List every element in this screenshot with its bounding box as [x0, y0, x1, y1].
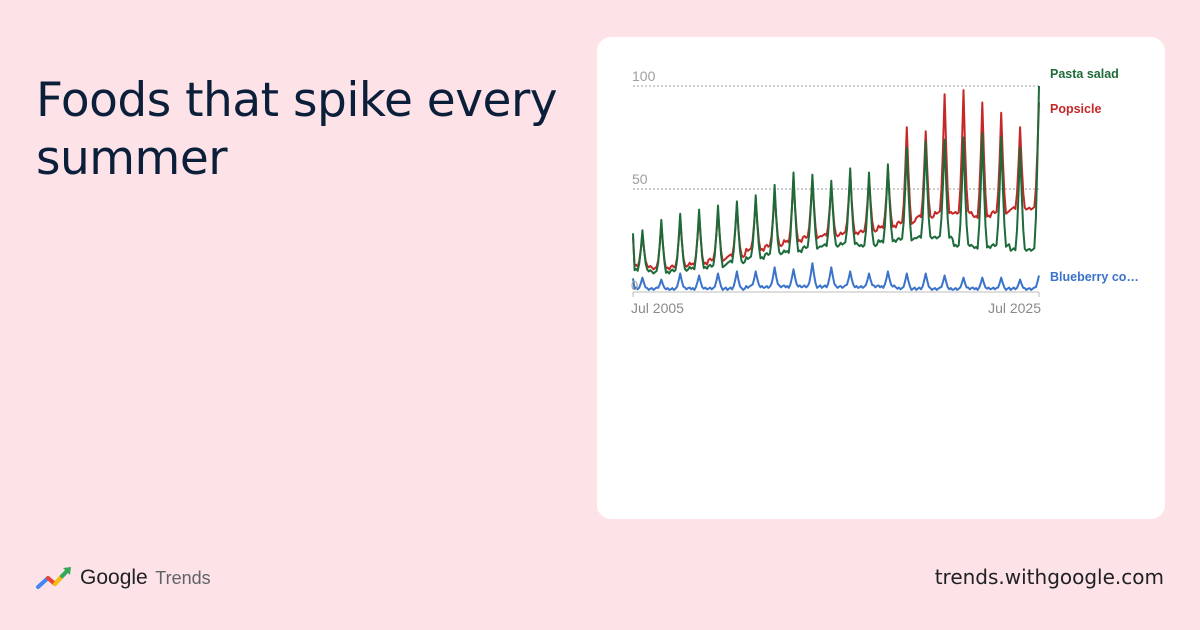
- y-tick-label: 50: [632, 171, 648, 187]
- legend-label: Popsicle: [1050, 102, 1101, 116]
- series-line-blueberry-cobbler: [632, 262, 1040, 291]
- headline: Foods that spike every summer: [36, 73, 558, 186]
- google-trends-logo: Google Trends: [36, 563, 211, 593]
- brand-name: Google Trends: [80, 566, 211, 590]
- chart-card: 100 50 0 Jul 2005 Jul 2025 Pasta salad Popsicl…: [597, 37, 1165, 519]
- brand-google: Google: [80, 566, 148, 589]
- y-tick-label: 0: [631, 278, 638, 293]
- series-line-pasta-salad: [632, 85, 1040, 275]
- trend-chart: 100 50 0 Jul 2005 Jul 2025 Pasta salad Popsicl…: [631, 67, 1139, 316]
- trends-arrow-icon: [36, 567, 71, 589]
- footer-url[interactable]: trends.withgoogle.com: [934, 565, 1164, 589]
- legend-label: Pasta salad: [1050, 67, 1119, 81]
- y-tick-label: 100: [632, 68, 656, 84]
- x-tick-label: Jul 2005: [631, 300, 684, 316]
- legend-label: Blueberry co…: [1050, 270, 1139, 284]
- x-tick-label: Jul 2025: [988, 300, 1041, 316]
- brand-product: Trends: [155, 568, 211, 588]
